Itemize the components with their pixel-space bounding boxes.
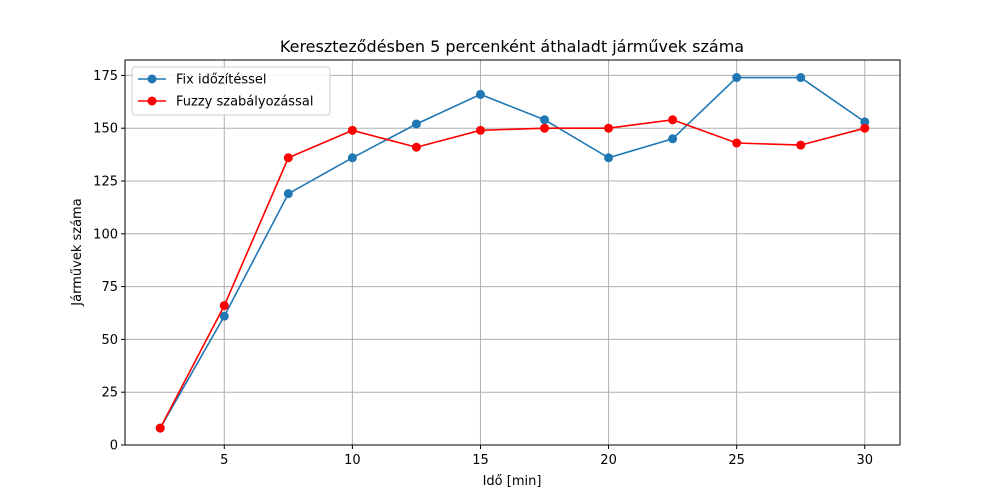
series-1	[155, 73, 870, 433]
data-point	[796, 73, 806, 83]
y-tick-label: 175	[93, 69, 118, 84]
legend-label: Fix időzítéssel	[176, 73, 266, 88]
data-point	[732, 73, 742, 83]
data-point	[732, 138, 742, 148]
data-point	[668, 134, 678, 144]
data-point	[411, 142, 421, 152]
x-tick-label: 5	[220, 453, 228, 468]
data-point	[604, 123, 614, 133]
legend: Fix időzítéssel Fuzzy szabályozással	[131, 66, 331, 116]
y-tick-label: 75	[101, 280, 118, 295]
series-line	[159, 118, 865, 429]
legend-item: Fix időzítéssel	[138, 73, 266, 88]
legend-marker	[147, 74, 157, 84]
data-point	[860, 123, 870, 133]
grid	[125, 60, 900, 446]
legend-item: Fuzzy szabályozással	[138, 95, 313, 110]
data-point	[668, 115, 678, 125]
data-point	[475, 125, 485, 135]
x-tick-label: 10	[344, 453, 361, 468]
data-point	[411, 119, 421, 129]
x-tick-label: 30	[856, 453, 873, 468]
legend-box	[131, 66, 331, 116]
x-tick-label: 25	[728, 453, 745, 468]
data-point	[796, 140, 806, 150]
chart-title: Kereszteződésben 5 percenként áthaladt j…	[280, 37, 744, 56]
series-2	[155, 115, 870, 433]
series-layer	[155, 73, 870, 433]
legend-label: Fuzzy szabályozással	[176, 95, 313, 110]
data-point	[347, 125, 357, 135]
data-point	[283, 153, 293, 163]
y-tick-label: 0	[110, 439, 118, 454]
data-point	[155, 423, 165, 433]
x-axis-label: Idő [min]	[483, 474, 542, 489]
y-axis-ticks: 0 25 50 75 100 125 150 175	[93, 69, 125, 454]
y-tick-label: 25	[101, 386, 118, 401]
plot-frame	[124, 59, 901, 446]
data-point	[540, 115, 550, 125]
y-tick-label: 125	[93, 175, 118, 190]
x-tick-label: 15	[472, 453, 489, 468]
series-line	[159, 76, 866, 429]
data-point	[540, 123, 550, 133]
y-tick-label: 50	[101, 333, 118, 348]
data-point	[475, 89, 485, 99]
data-point	[219, 311, 229, 321]
data-point	[219, 301, 229, 311]
data-point	[347, 153, 357, 163]
data-point	[283, 189, 293, 199]
y-axis-label: Járművek száma	[70, 198, 85, 306]
x-axis-ticks: 5 10 15 20 25 30	[220, 445, 873, 468]
data-point	[604, 153, 614, 163]
y-tick-label: 150	[93, 122, 118, 137]
x-tick-label: 20	[600, 453, 617, 468]
legend-marker	[147, 96, 157, 106]
data-point	[860, 117, 870, 127]
y-tick-label: 100	[93, 227, 118, 242]
